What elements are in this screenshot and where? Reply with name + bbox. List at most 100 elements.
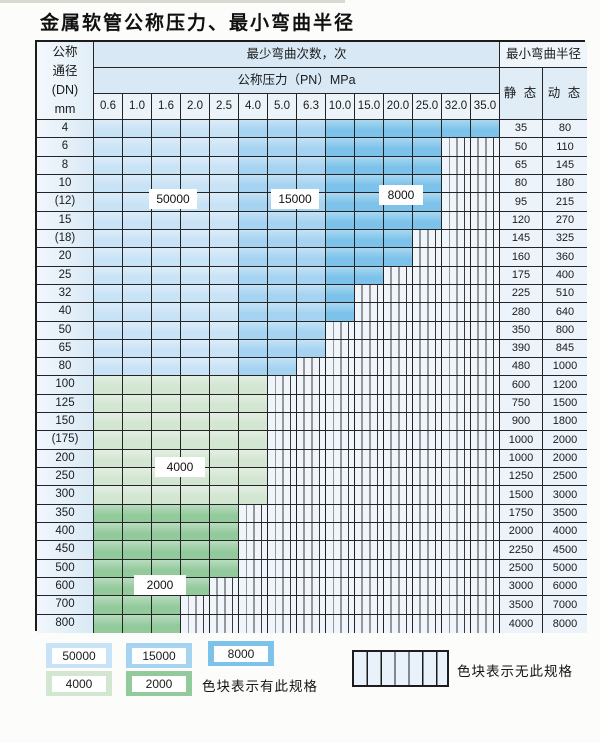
no-spec-cell — [442, 358, 471, 376]
spec-cell — [181, 340, 210, 358]
dynamic-value-cell: 2500 — [543, 468, 587, 486]
no-spec-cell — [239, 541, 268, 560]
spec-cell — [268, 285, 297, 303]
spec-cell — [239, 358, 268, 376]
dynamic-value-cell: 3000 — [543, 486, 587, 505]
no-spec-cell — [355, 486, 384, 505]
spec-cell — [471, 120, 500, 138]
no-spec-cell — [384, 505, 413, 523]
no-spec-cell — [413, 248, 442, 267]
spec-cell — [268, 120, 297, 138]
spec-cell — [326, 303, 355, 322]
no-spec-cell — [384, 303, 413, 322]
spec-cell — [152, 413, 181, 431]
spec-cell — [181, 303, 210, 322]
no-spec-cell — [355, 431, 384, 450]
no-spec-cell — [268, 596, 297, 615]
spec-cell — [94, 267, 123, 285]
no-spec-cell — [326, 615, 355, 633]
no-spec-cell — [268, 615, 297, 633]
pressure-header-cell: 6.3 — [297, 94, 326, 120]
spec-cell — [152, 358, 181, 376]
scan-edge-artifact — [0, 0, 345, 3]
no-spec-cell — [326, 358, 355, 376]
no-spec-cell — [181, 596, 210, 615]
spec-cell — [210, 395, 239, 413]
dynamic-value-cell: 845 — [543, 340, 587, 358]
no-spec-cell — [471, 376, 500, 395]
spec-cell — [123, 596, 152, 615]
no-spec-cell — [442, 578, 471, 596]
spec-cell — [152, 505, 181, 523]
spec-cell — [239, 175, 268, 193]
spec-cell — [94, 431, 123, 450]
no-spec-cell — [413, 376, 442, 395]
dynamic-value-cell: 400 — [543, 267, 587, 285]
no-spec-cell — [384, 340, 413, 358]
spec-cell — [181, 523, 210, 541]
no-spec-cell — [442, 596, 471, 615]
spec-cell — [210, 541, 239, 560]
no-spec-cell — [297, 596, 326, 615]
dn-cell: 200 — [37, 450, 94, 468]
no-spec-cell — [471, 541, 500, 560]
spec-cell — [239, 468, 268, 486]
spec-cell — [239, 193, 268, 212]
no-spec-cell — [268, 578, 297, 596]
pressure-header-cell: 1.0 — [123, 94, 152, 120]
no-spec-cell — [384, 541, 413, 560]
spec-cell — [152, 120, 181, 138]
spec-cell — [123, 303, 152, 322]
no-spec-cell — [442, 413, 471, 431]
legend-swatch-label: 4000 — [52, 675, 106, 692]
spec-cell — [268, 212, 297, 230]
no-spec-cell — [326, 322, 355, 340]
no-spec-cell — [326, 486, 355, 505]
spec-cell — [123, 560, 152, 578]
no-spec-cell — [268, 541, 297, 560]
no-spec-cell — [413, 523, 442, 541]
no-spec-cell — [442, 486, 471, 505]
no-spec-cell — [355, 596, 384, 615]
no-spec-cell — [413, 560, 442, 578]
spec-cell — [181, 285, 210, 303]
spec-cell — [94, 358, 123, 376]
spec-cell — [181, 175, 210, 193]
no-spec-cell — [442, 541, 471, 560]
dn-cell: 300 — [37, 486, 94, 505]
spec-cell — [123, 431, 152, 450]
no-spec-cell — [442, 303, 471, 322]
spec-cell — [210, 468, 239, 486]
no-spec-cell — [239, 615, 268, 633]
static-value-cell: 1000 — [500, 450, 543, 468]
spec-cell — [123, 193, 152, 212]
dn-cell: 32 — [37, 285, 94, 303]
no-spec-cell — [442, 395, 471, 413]
dynamic-value-cell: 1000 — [543, 358, 587, 376]
spec-cell — [210, 358, 239, 376]
no-spec-cell — [210, 578, 239, 596]
spec-cell — [152, 303, 181, 322]
pressure-header-cell: 5.0 — [268, 94, 297, 120]
spec-cell — [181, 486, 210, 505]
no-spec-cell — [326, 468, 355, 486]
dn-cell: 10 — [37, 175, 94, 193]
dn-cell: 350 — [37, 505, 94, 523]
legend-swatch: 15000 — [126, 643, 192, 668]
no-spec-cell — [413, 431, 442, 450]
spec-cell — [123, 340, 152, 358]
header-pressure-title: 公称压力（PN）MPa — [94, 68, 500, 94]
spec-cell — [181, 395, 210, 413]
spec-cell — [268, 138, 297, 157]
legend-swatch: 4000 — [46, 671, 112, 696]
spec-cell — [123, 175, 152, 193]
dynamic-value-cell: 360 — [543, 248, 587, 267]
spec-cell — [123, 230, 152, 248]
header-dn-cell: 公称 通径 (DN) mm — [37, 42, 94, 120]
spec-cell — [239, 230, 268, 248]
spec-cell — [123, 395, 152, 413]
static-value-cell: 1250 — [500, 468, 543, 486]
spec-cell — [152, 138, 181, 157]
legend-swatch-label: 15000 — [132, 647, 186, 664]
dn-cell: 50 — [37, 322, 94, 340]
